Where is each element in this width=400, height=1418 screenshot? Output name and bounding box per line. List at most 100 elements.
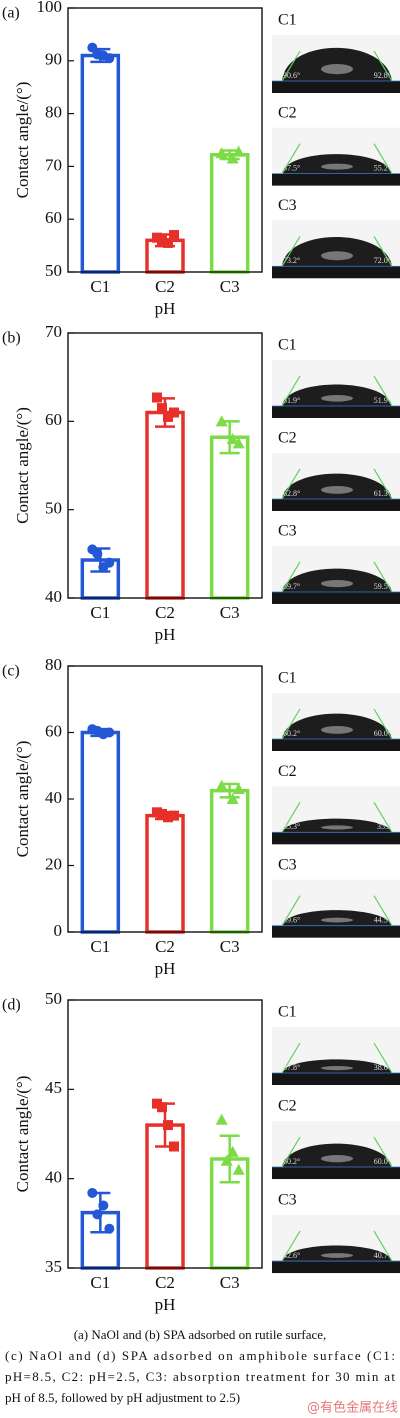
droplet-highlight: [321, 251, 353, 261]
x-axis-label: pH: [155, 299, 176, 318]
point: [220, 1154, 233, 1166]
angle-label: 92.8°: [374, 71, 391, 80]
substrate: [272, 591, 400, 604]
x-tick-label: C1: [90, 603, 110, 622]
tangent: [373, 1230, 393, 1262]
photo-label: C3: [278, 523, 297, 540]
point: [98, 1200, 109, 1211]
tangent: [373, 802, 393, 833]
angle-label: 61.3°: [374, 489, 391, 498]
y-axis-label: Contact angle/(°): [13, 1076, 32, 1193]
tangent: [281, 802, 301, 833]
angle-label: 60.0°: [374, 729, 391, 738]
bar: [209, 1157, 250, 1270]
x-tick-label: C3: [220, 1273, 240, 1292]
y-tick-label: 20: [45, 854, 62, 873]
angle-label: 60.2°: [283, 1157, 300, 1166]
x-axis-label: pH: [155, 625, 176, 644]
caption-line: pH of 8.5, followed by pH adjustment to …: [5, 1390, 240, 1405]
point: [104, 557, 115, 568]
tangent: [281, 235, 301, 267]
point: [157, 808, 167, 819]
plot-frame: [67, 665, 263, 933]
point: [92, 49, 103, 60]
angle-label: 51.9°: [283, 396, 300, 405]
photo-label: C2: [278, 430, 297, 447]
point: [215, 147, 228, 159]
y-tick-label: 50: [45, 261, 62, 280]
photo-label: C2: [278, 104, 297, 121]
point: [226, 433, 239, 444]
angle-label: 51.9°: [374, 396, 391, 405]
point: [163, 411, 173, 422]
tangent: [281, 143, 301, 174]
angle-label: 73.2°: [283, 256, 300, 265]
photo-label: C1: [278, 670, 297, 687]
tangent: [373, 143, 393, 174]
y-tick-label: 40: [45, 587, 62, 606]
tangent: [373, 1136, 393, 1168]
angle-label: 40.7°: [374, 1251, 391, 1260]
droplet-highlight: [321, 1253, 353, 1258]
point: [226, 152, 239, 164]
point: [169, 810, 179, 821]
droplet-highlight: [321, 485, 353, 494]
y-tick-label: 70: [45, 322, 62, 341]
y-axis-label: Contact angle/(°): [13, 741, 32, 858]
angle-label: 60.2°: [283, 729, 300, 738]
angle-label: 60.0°: [374, 1157, 391, 1166]
bar: [209, 788, 250, 934]
tangent: [373, 895, 393, 926]
x-tick-label: C3: [220, 277, 240, 296]
tangent: [281, 895, 301, 926]
watermark: @有色金属在线: [307, 1400, 398, 1416]
photo-label: C1: [278, 12, 297, 29]
photo-label: C2: [278, 763, 297, 780]
angle-label: 42.6°: [283, 1251, 300, 1260]
point: [92, 1209, 103, 1220]
bar: [145, 410, 185, 600]
bar: [209, 435, 250, 600]
substrate: [272, 81, 400, 93]
panel-label: (a): [2, 5, 20, 22]
photo-label: C1: [278, 337, 297, 354]
photo-label: C3: [278, 856, 297, 873]
tangent: [373, 1042, 393, 1074]
tangent: [373, 561, 393, 593]
angle-label: 35.3: [377, 822, 391, 831]
y-tick-label: 70: [45, 155, 62, 174]
x-tick-label: C1: [90, 937, 110, 956]
tangent: [281, 1230, 301, 1262]
substrate: [272, 832, 400, 845]
tangent: [373, 468, 393, 500]
substrate: [272, 266, 400, 279]
tangent: [373, 235, 393, 267]
droplet-highlight: [321, 579, 353, 588]
tangent: [373, 375, 393, 407]
panel-label: (d): [2, 997, 21, 1014]
x-tick-label: C1: [90, 1273, 110, 1292]
x-tick-label: C2: [155, 1273, 175, 1292]
x-tick-label: C2: [155, 277, 175, 296]
caption-line: pH=8.5, C2: pH=2.5, C3: absorption treat…: [5, 1369, 395, 1384]
angle-label: 62.8°: [283, 489, 300, 498]
substrate: [272, 739, 400, 751]
point: [232, 437, 245, 449]
tangent: [281, 375, 301, 407]
droplet-highlight: [321, 1155, 353, 1163]
panel-label: (c): [2, 663, 20, 680]
angle-label: 59.7°: [283, 582, 300, 591]
tangent: [373, 708, 393, 740]
bar: [80, 53, 121, 274]
point: [232, 1163, 245, 1175]
y-tick-label: 35: [45, 1257, 62, 1276]
error-bar: [219, 1134, 240, 1184]
y-tick-label: 90: [45, 50, 62, 69]
point: [157, 1102, 167, 1113]
point: [215, 779, 228, 791]
point: [92, 725, 103, 736]
angle-label: 39.6°: [283, 915, 300, 924]
y-tick-label: 80: [45, 655, 62, 674]
y-tick-label: 60: [45, 208, 62, 227]
